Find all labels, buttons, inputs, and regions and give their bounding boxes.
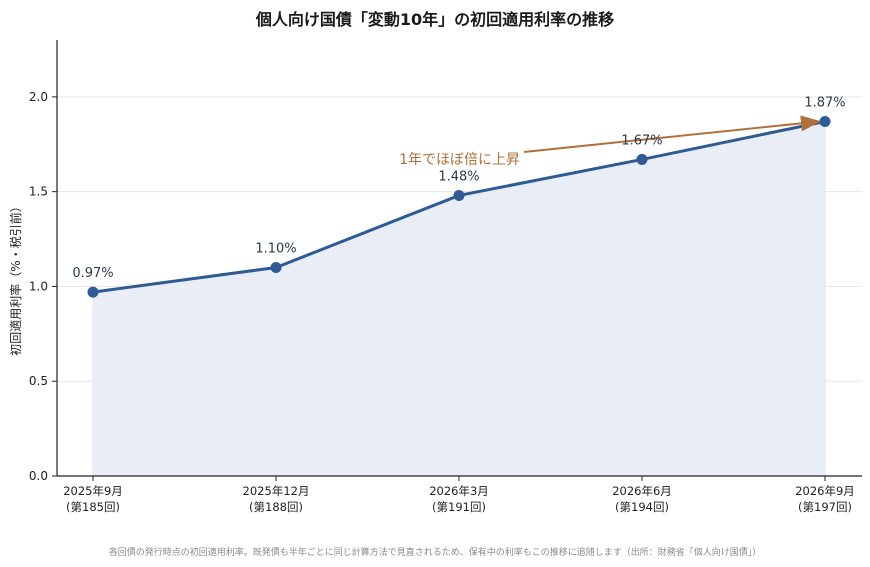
data-point — [636, 153, 648, 165]
data-point — [453, 189, 465, 201]
data-label: 1.10% — [255, 241, 296, 256]
x-tick-sublabel: (第185回) — [66, 500, 120, 514]
data-point — [270, 261, 282, 273]
y-tick-label: 0.5 — [29, 374, 48, 388]
x-tick-label: 2025年12月 — [243, 484, 310, 498]
data-label: 1.87% — [804, 96, 845, 111]
x-tick-label: 2026年3月 — [429, 484, 489, 498]
y-tick-label: 1.5 — [29, 185, 48, 199]
data-label: 0.97% — [72, 266, 113, 281]
chart-title: 個人向け国債「変動10年」の初回適用利率の推移 — [255, 10, 615, 29]
data-label: 1.48% — [438, 169, 479, 184]
footnote: 各回債の発行時点の初回適用利率。既発債も半年ごとに同じ計算方法で見直されるため、… — [108, 548, 762, 558]
y-tick-label: 1.0 — [29, 279, 48, 293]
area-fill — [93, 121, 825, 476]
data-label: 1.67% — [621, 133, 662, 148]
x-tick-sublabel: (第197回) — [798, 500, 852, 514]
y-tick-label: 0.0 — [29, 469, 48, 483]
data-point — [87, 286, 99, 298]
x-tick-sublabel: (第188回) — [249, 500, 303, 514]
annotation-arrow — [523, 115, 821, 153]
x-tick-label: 2025年9月 — [63, 484, 123, 498]
data-point — [819, 116, 831, 128]
x-tick-label: 2026年9月 — [795, 484, 855, 498]
x-tick-sublabel: (第191回) — [432, 500, 486, 514]
y-tick-label: 2.0 — [29, 90, 48, 104]
x-tick-label: 2026年6月 — [612, 484, 672, 498]
x-tick-sublabel: (第194回) — [615, 500, 669, 514]
y-axis-label: 初回適用利率（%・税引前） — [8, 200, 23, 355]
annotation-text: 1年でほぼ倍に上昇 — [399, 152, 520, 168]
